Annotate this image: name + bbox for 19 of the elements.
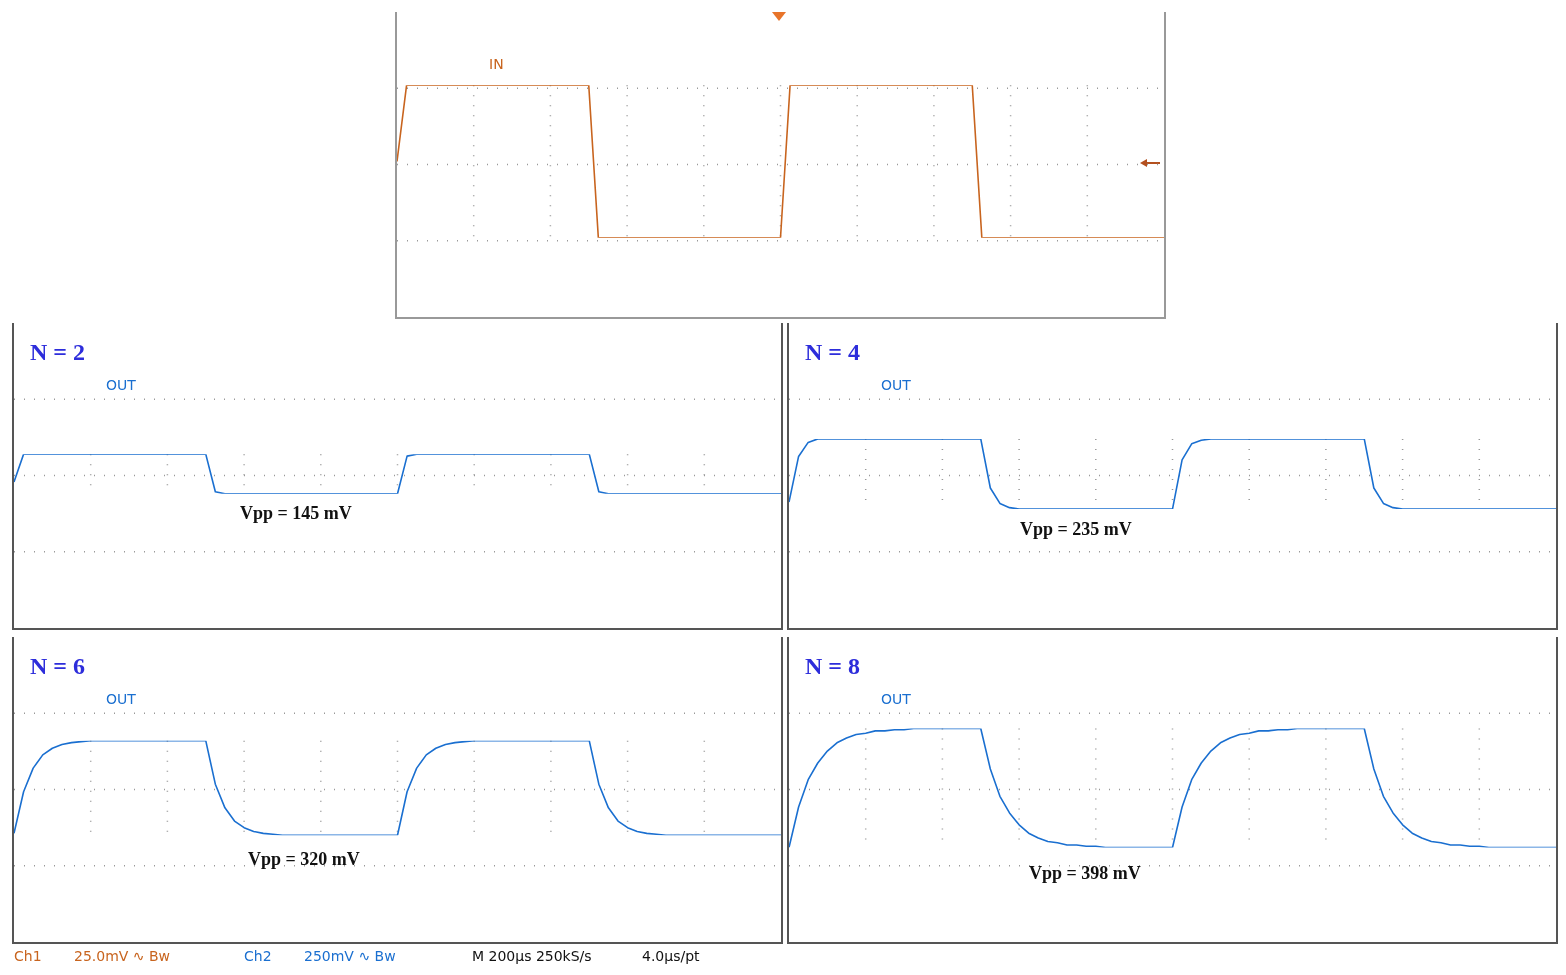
text: OUT [881,377,911,393]
text: M 200µs 250kS/s [472,948,592,964]
text: Vpp = 398 mV [1029,863,1141,884]
text: 250mV ∿ Bw [304,948,396,964]
text: OUT [106,691,136,707]
text: IN [489,56,504,72]
text: 4.0µs/pt [642,948,700,964]
chart-title: N = 8 [805,653,861,680]
chart-title: N = 4 [805,339,861,366]
text: Ch1 [14,948,42,964]
text: Vpp = 235 mV [1020,519,1132,540]
text: OUT [106,377,136,393]
chart-title: N = 2 [30,339,86,366]
chart-title: N = 6 [30,653,86,680]
text: Vpp = 145 mV [240,503,352,524]
text: 25.0mV ∿ Bw [74,948,171,964]
text: OUT [881,691,911,707]
text: Ch2 [244,948,272,964]
text: Vpp = 320 mV [248,849,360,870]
